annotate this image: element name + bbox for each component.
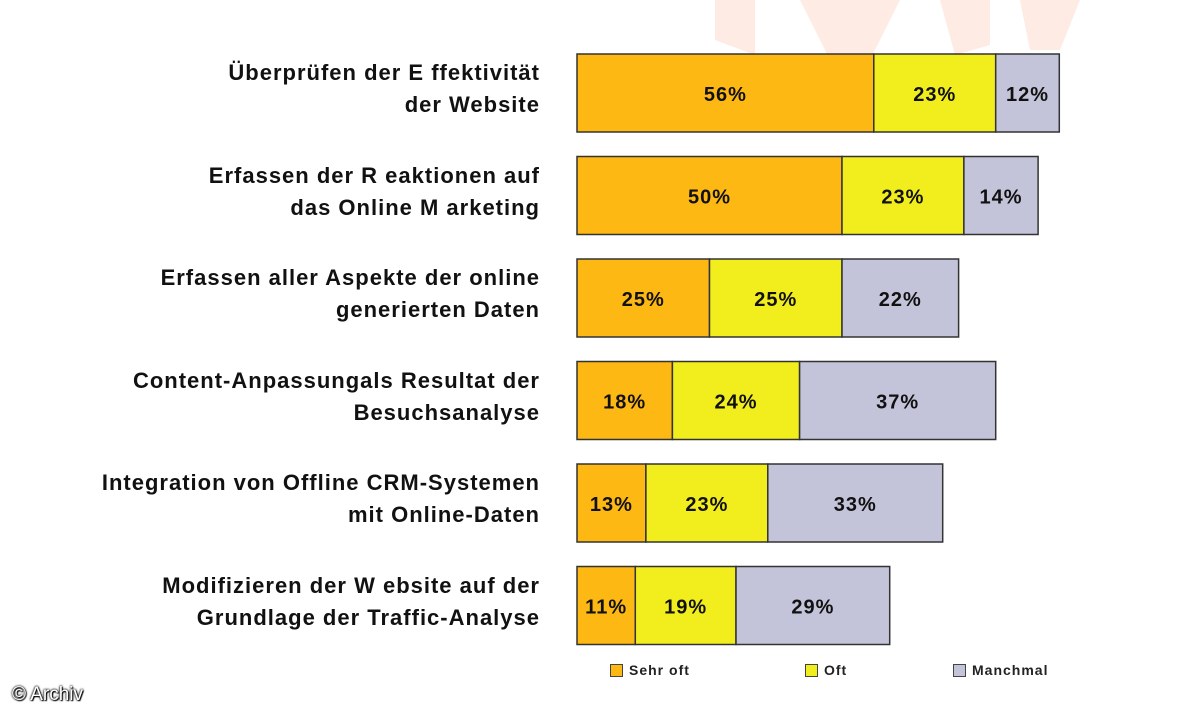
bar-segment bbox=[963, 155, 1039, 236]
legend-swatch-manchmal bbox=[953, 663, 966, 677]
category-label-line: Besuchsanalyse bbox=[353, 399, 540, 425]
data-label: 56% bbox=[704, 84, 747, 106]
data-label: 33% bbox=[834, 494, 877, 516]
category-label: Erfassen der R eaktionen auf das Online M… bbox=[0, 160, 540, 224]
category-label-line: Erfassen aller Aspekte der online bbox=[160, 265, 540, 290]
legend-item-manchmal: Manchmal bbox=[953, 662, 1048, 678]
bar-segment bbox=[576, 155, 843, 236]
bar-segment bbox=[767, 463, 944, 543]
data-label: 12% bbox=[1006, 84, 1049, 106]
data-label: 14% bbox=[979, 187, 1022, 209]
copyright-notice: © Archiv bbox=[12, 684, 84, 705]
category-label: Modifizieren der W ebsite auf der Grundla… bbox=[0, 570, 540, 634]
bar-group: 56% 23% 12% bbox=[576, 53, 1061, 133]
bar-segment bbox=[576, 463, 647, 543]
data-label: 23% bbox=[685, 494, 728, 516]
category-label-line: Überprüfen der E ffektivität bbox=[228, 60, 540, 85]
category-label-line: der Website bbox=[404, 92, 540, 117]
data-label: 37% bbox=[876, 392, 919, 414]
category-label: Erfassen aller Aspekte der online generie… bbox=[0, 262, 540, 326]
bar-segment bbox=[798, 360, 997, 441]
category-label: Integration von Offline CRM-Systemen mit … bbox=[0, 467, 540, 531]
category-label-line: das Online M arketing bbox=[290, 194, 540, 220]
data-label: 18% bbox=[603, 392, 646, 414]
bar-segment bbox=[634, 565, 737, 646]
category-label-line: Content-Anpassungals Resultat der bbox=[132, 367, 540, 393]
bar-segment bbox=[708, 258, 843, 338]
category-label: Content-Anpassungals Resultat der Besuchs… bbox=[0, 365, 540, 429]
data-label: 25% bbox=[754, 289, 797, 311]
data-label: 23% bbox=[881, 187, 924, 209]
legend-swatch-sehr-oft bbox=[610, 663, 623, 677]
bar-segment bbox=[735, 565, 891, 646]
bar-segment bbox=[576, 258, 711, 338]
category-label-line: mit Online-Daten bbox=[347, 502, 540, 527]
data-label: 24% bbox=[714, 392, 757, 414]
legend-label-manchmal: Manchmal bbox=[972, 662, 1049, 678]
legend-swatch-oft bbox=[805, 663, 818, 677]
bar-group: 13% 23% 33% bbox=[576, 463, 944, 543]
legend-label-oft: Oft bbox=[824, 662, 848, 678]
category-label-line: Erfassen der R eaktionen auf bbox=[208, 162, 540, 188]
bar-segment bbox=[994, 53, 1061, 133]
legend-item-oft: Oft bbox=[805, 662, 847, 678]
category-label-line: Modifizieren der W ebsite auf der bbox=[162, 572, 540, 598]
bar-segment bbox=[841, 155, 965, 236]
data-label: 13% bbox=[590, 494, 633, 516]
data-label: 29% bbox=[791, 597, 834, 619]
data-label: 22% bbox=[879, 289, 922, 311]
data-label: 25% bbox=[622, 289, 665, 311]
bar-segment bbox=[873, 53, 997, 133]
bar-group: 50% 23% 14% bbox=[576, 155, 1039, 236]
data-label: 50% bbox=[688, 187, 731, 209]
category-label-line: Integration von Offline CRM-Systemen bbox=[101, 470, 540, 495]
bar-group: 25% 25% 22% bbox=[576, 258, 960, 338]
category-label-line: generierten Daten bbox=[335, 297, 540, 322]
data-label: 19% bbox=[664, 597, 707, 619]
bar-segment bbox=[841, 258, 960, 338]
legend-label-sehr-oft: Sehr oft bbox=[629, 662, 690, 678]
data-label: 23% bbox=[913, 84, 956, 106]
legend-item-sehr-oft: Sehr oft bbox=[610, 662, 690, 678]
bar-group: 11% 19% 29% bbox=[576, 565, 891, 646]
category-label-line: Grundlage der Traffic-Analyse bbox=[196, 604, 540, 630]
bar-group: 18% 24% 37% bbox=[576, 360, 997, 441]
category-label: Überprüfen der E ffektivität der Website bbox=[0, 57, 540, 121]
bar-segment bbox=[576, 565, 637, 646]
bar-segment bbox=[645, 463, 769, 543]
data-label: 11% bbox=[585, 597, 627, 619]
